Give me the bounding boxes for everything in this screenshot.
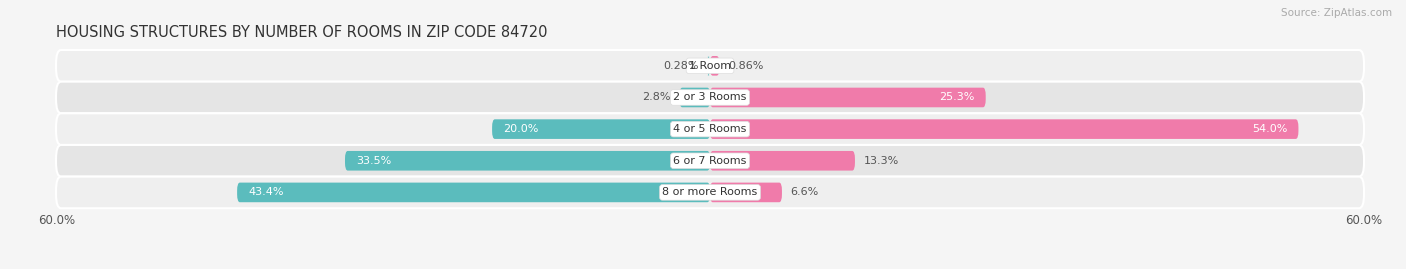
Text: Source: ZipAtlas.com: Source: ZipAtlas.com <box>1281 8 1392 18</box>
Text: 1 Room: 1 Room <box>689 61 731 71</box>
FancyBboxPatch shape <box>492 119 710 139</box>
Text: 0.28%: 0.28% <box>662 61 699 71</box>
Text: HOUSING STRUCTURES BY NUMBER OF ROOMS IN ZIP CODE 84720: HOUSING STRUCTURES BY NUMBER OF ROOMS IN… <box>56 25 548 40</box>
FancyBboxPatch shape <box>707 56 710 76</box>
FancyBboxPatch shape <box>56 82 1364 113</box>
FancyBboxPatch shape <box>710 119 1298 139</box>
FancyBboxPatch shape <box>238 183 710 202</box>
FancyBboxPatch shape <box>344 151 710 171</box>
FancyBboxPatch shape <box>56 50 1364 82</box>
Text: 25.3%: 25.3% <box>939 93 974 102</box>
FancyBboxPatch shape <box>679 88 710 107</box>
Text: 20.0%: 20.0% <box>503 124 538 134</box>
FancyBboxPatch shape <box>710 88 986 107</box>
Text: 6 or 7 Rooms: 6 or 7 Rooms <box>673 156 747 166</box>
Text: 43.4%: 43.4% <box>247 187 284 197</box>
Text: 54.0%: 54.0% <box>1253 124 1288 134</box>
FancyBboxPatch shape <box>56 145 1364 176</box>
Text: 0.86%: 0.86% <box>728 61 763 71</box>
Text: 13.3%: 13.3% <box>863 156 898 166</box>
FancyBboxPatch shape <box>56 176 1364 208</box>
FancyBboxPatch shape <box>710 183 782 202</box>
Text: 8 or more Rooms: 8 or more Rooms <box>662 187 758 197</box>
FancyBboxPatch shape <box>710 56 720 76</box>
Text: 2 or 3 Rooms: 2 or 3 Rooms <box>673 93 747 102</box>
FancyBboxPatch shape <box>56 113 1364 145</box>
FancyBboxPatch shape <box>710 151 855 171</box>
Text: 2.8%: 2.8% <box>643 93 671 102</box>
Text: 33.5%: 33.5% <box>356 156 391 166</box>
Text: 6.6%: 6.6% <box>790 187 818 197</box>
Text: 4 or 5 Rooms: 4 or 5 Rooms <box>673 124 747 134</box>
